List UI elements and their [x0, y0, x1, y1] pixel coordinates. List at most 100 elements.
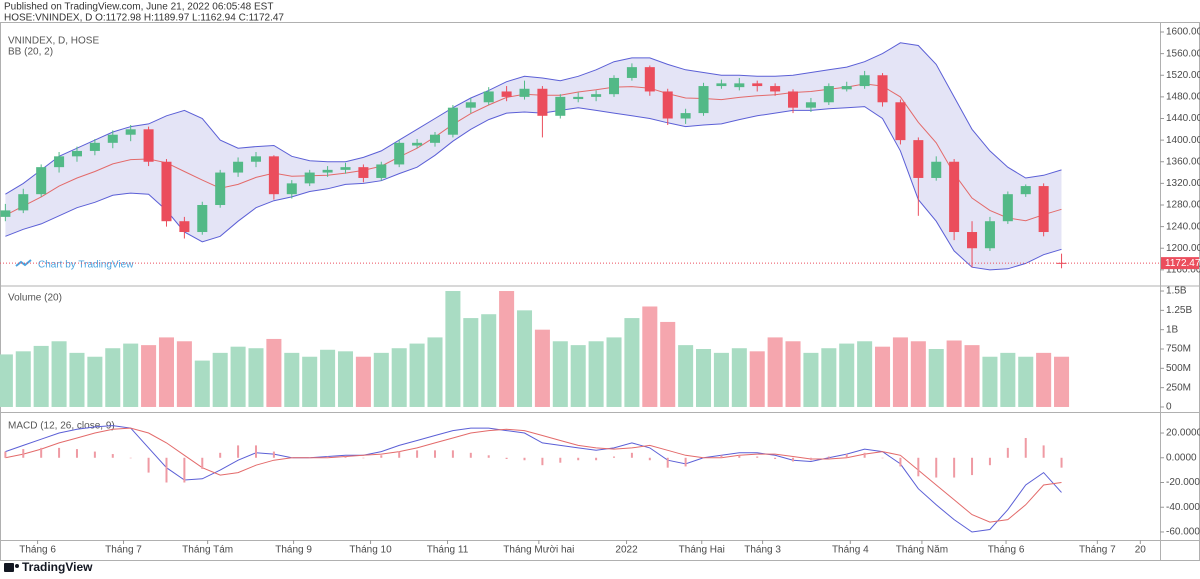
candle-body [107, 134, 118, 143]
volume-bar [570, 345, 586, 407]
volume-bar [606, 337, 622, 407]
volume-bar [320, 349, 336, 407]
volume-bar [105, 348, 121, 407]
volume-bar [660, 321, 676, 407]
x-tick-label: Tháng 10 [349, 545, 392, 556]
x-tick-label: Tháng 3 [744, 545, 781, 556]
published-line: Published on TradingView.com, June 21, 2… [4, 2, 273, 13]
macd-histogram-bar [881, 457, 884, 459]
macd-histogram-bar [416, 450, 419, 458]
volume-bar [875, 346, 891, 407]
macd-histogram-bar [899, 457, 902, 467]
volume-bar [266, 338, 282, 407]
y-tick-label: 1.25B [1166, 305, 1192, 316]
watermark-text: Chart by TradingView [38, 260, 134, 271]
y-tick-label: 1320.00 [1166, 178, 1200, 189]
volume-bar [391, 348, 407, 407]
volume-bar [33, 345, 49, 407]
footer-logo: TradingView [4, 560, 93, 574]
volume-bar [928, 348, 944, 407]
volume-bar [51, 341, 67, 407]
volume-bar [0, 354, 13, 407]
candle-body [770, 86, 781, 92]
volume-bar [141, 345, 157, 407]
volume-bar [910, 341, 926, 407]
last-price-box [1161, 257, 1199, 270]
macd-histogram-bar [738, 455, 741, 458]
volume-bar [176, 341, 192, 407]
candle-body [125, 129, 136, 135]
candle-body [788, 91, 799, 108]
y-tick-label: 1160.00 [1166, 265, 1200, 276]
macd-histogram-bar [398, 451, 401, 458]
volume-bar [69, 352, 85, 407]
volume-bar [678, 345, 694, 407]
volume-bar [194, 360, 210, 407]
macd-histogram-bar [4, 451, 7, 458]
candle-body [358, 167, 369, 178]
y-tick-label: -40.0000 [1166, 502, 1200, 513]
volume-bar [337, 351, 354, 407]
y-tick-label: 1520.00 [1166, 70, 1200, 81]
macd-histogram-bar [362, 457, 365, 459]
y-tick-label: -20.0000 [1166, 477, 1200, 488]
candle-body [626, 67, 637, 78]
y-tick-label: 1.5B [1166, 286, 1187, 297]
macd-histogram-bar [272, 451, 275, 458]
candle-body [1002, 194, 1013, 222]
macd-histogram-bar [613, 456, 616, 458]
volume-bar [1018, 356, 1034, 407]
macd-histogram-bar [451, 450, 454, 458]
volume-bar [445, 291, 461, 407]
macd-histogram-bar [971, 457, 974, 476]
macd-histogram-bar [22, 449, 25, 458]
candle-body [609, 77, 620, 95]
y-tick-label: -60.0000 [1166, 527, 1200, 538]
candle-body [734, 83, 745, 88]
y-tick-label: 250M [1166, 382, 1191, 393]
volume-bar [731, 348, 747, 407]
candle-body [913, 140, 924, 178]
volume-bar [767, 337, 783, 407]
candle-body [931, 161, 942, 178]
symbol-title: VNINDEX, D, HOSE [8, 36, 99, 47]
volume-bar [1054, 356, 1070, 407]
x-tick-label: Tháng Mười hai [503, 545, 574, 556]
volume-bar [158, 337, 174, 407]
y-tick-label: 0 [1166, 402, 1172, 413]
volume-bar [15, 351, 31, 407]
macd-histogram-bar [559, 457, 562, 463]
macd-histogram-bar [917, 457, 920, 477]
macd-histogram-bar [792, 457, 795, 462]
candle-body [823, 86, 834, 103]
y-tick-label: 1240.00 [1166, 221, 1200, 232]
macd-histogram-bar [326, 456, 329, 458]
macd-histogram-bar [630, 452, 633, 458]
macd-histogram-bar [1042, 445, 1045, 458]
volume-bar [588, 341, 604, 407]
macd-histogram-bar [434, 450, 436, 458]
x-tick-label: Tháng Hai [679, 545, 725, 556]
x-tick-label: Tháng 9 [275, 545, 312, 556]
volume-bar [892, 337, 908, 407]
macd-histogram-bar [201, 457, 204, 469]
macd-histogram-bar [845, 454, 848, 458]
macd-histogram-bar [40, 447, 43, 458]
candle-body [573, 96, 584, 100]
macd-histogram-bar [1006, 447, 1009, 458]
candle-body [895, 102, 906, 141]
indicator-label: BB (20, 2) [8, 47, 53, 58]
volume-bar [516, 310, 533, 407]
x-tick-label: Tháng 4 [832, 545, 869, 556]
y-tick-label: 1360.00 [1166, 156, 1200, 167]
macd-histogram-bar [1024, 437, 1027, 458]
macd-line [5, 427, 1062, 523]
x-tick-label: 20 [1135, 545, 1147, 556]
volume-bar [821, 348, 837, 407]
volume-bar [1000, 352, 1016, 407]
footer-brand: TradingView [22, 560, 93, 574]
volume-bar [803, 352, 819, 407]
candle-body [0, 210, 11, 217]
macd-histogram-bar [183, 457, 186, 483]
x-tick-label: Tháng 6 [988, 545, 1025, 556]
